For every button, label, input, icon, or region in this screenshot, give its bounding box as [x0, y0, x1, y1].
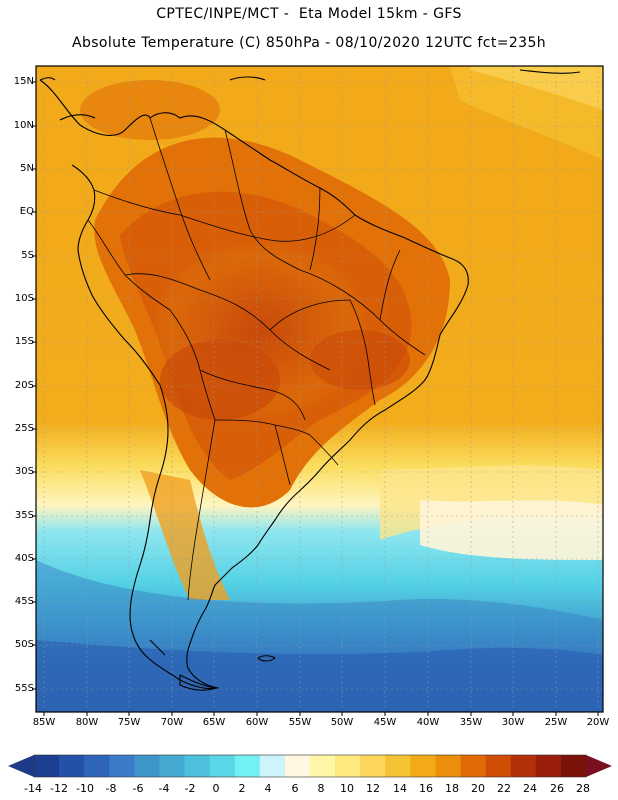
colorbar-cell	[59, 755, 85, 777]
colorbar-cell	[460, 755, 487, 777]
colorbar-cell	[360, 755, 386, 777]
colorbar-cells	[33, 754, 587, 778]
lon-label: 45W	[373, 717, 397, 728]
colorbar-label: 12	[366, 782, 380, 795]
lat-label: 15N	[13, 76, 34, 87]
lat-label: 50S	[14, 639, 34, 650]
country-borders	[87, 117, 426, 601]
colorbar-label: -6	[132, 782, 144, 795]
colorbar-cell	[535, 755, 562, 777]
lat-label: 25S	[14, 423, 34, 434]
colorbar-label: 24	[523, 782, 537, 795]
colorbar-cell	[485, 755, 512, 777]
colorbar-label: 2	[238, 782, 246, 795]
colorbar-label: -8	[105, 782, 117, 795]
lat-label: 40S	[14, 553, 34, 564]
lon-label: 70W	[160, 717, 184, 728]
lon-label: 30W	[501, 717, 525, 728]
colorbar-cell	[84, 755, 110, 777]
colorbar-label: -2	[184, 782, 196, 795]
lon-label: 85W	[32, 717, 56, 728]
colorbar-label: -4	[158, 782, 170, 795]
colorbar-label: 20	[471, 782, 485, 795]
temperature-field	[36, 66, 603, 712]
colorbar-cell	[385, 755, 411, 777]
colorbar	[8, 754, 612, 778]
colorbar-cell	[234, 755, 261, 777]
map-title: CPTEC/INPE/MCT - Eta Model 15km - GFS	[156, 6, 462, 22]
colorbar-cell	[310, 755, 336, 777]
colorbar-label: 6	[291, 782, 299, 795]
lon-label: 55W	[288, 717, 312, 728]
colorbar-label: 18	[445, 782, 459, 795]
lon-label: 65W	[202, 717, 226, 728]
plot-frame	[35, 65, 604, 713]
colorbar-high-arrow	[586, 755, 612, 777]
lat-label: 30S	[14, 466, 34, 477]
lat-label: 10S	[14, 293, 34, 304]
lon-label: 25W	[544, 717, 568, 728]
lon-label: 50W	[330, 717, 354, 728]
colorbar-cell	[435, 755, 462, 777]
lon-label: 75W	[117, 717, 141, 728]
lon-label: 60W	[245, 717, 269, 728]
coastline	[39, 69, 581, 691]
colorbar-cell	[209, 755, 236, 777]
lat-label: 15S	[14, 336, 34, 347]
lat-label: 5S	[21, 250, 34, 261]
lat-label: 35S	[14, 510, 34, 521]
colorbar-label: 22	[497, 782, 511, 795]
lon-label: 35W	[459, 717, 483, 728]
colorbar-cell	[510, 755, 537, 777]
colorbar-label: 14	[393, 782, 407, 795]
lat-label: 20S	[14, 380, 34, 391]
axis-ticks	[32, 81, 599, 716]
colorbar-label: 10	[340, 782, 354, 795]
lat-label: 10N	[13, 120, 34, 131]
lon-label: 40W	[416, 717, 440, 728]
lat-label: EQ	[19, 206, 34, 217]
colorbar-cell	[259, 755, 286, 777]
colorbar-cell	[159, 755, 186, 777]
colorbar-cell	[560, 755, 587, 777]
colorbar-label: 26	[550, 782, 564, 795]
colorbar-cell	[34, 755, 60, 777]
lat-label: 55S	[14, 683, 34, 694]
colorbar-label: -14	[24, 782, 42, 795]
colorbar-cell	[109, 755, 135, 777]
colorbar-cell	[410, 755, 436, 777]
colorbar-label: 8	[317, 782, 325, 795]
colorbar-cell	[184, 755, 211, 777]
lat-label: 45S	[14, 596, 34, 607]
colorbar-label: -12	[50, 782, 68, 795]
lat-label: 5N	[20, 163, 34, 174]
colorbar-cell	[284, 755, 311, 777]
colorbar-cell	[335, 755, 361, 777]
colorbar-label: 4	[264, 782, 272, 795]
colorbar-label: -10	[76, 782, 94, 795]
colorbar-cell	[134, 755, 160, 777]
colorbar-label: 0	[212, 782, 220, 795]
map-subtitle: Absolute Temperature (C) 850hPa - 08/10/…	[71, 35, 547, 51]
colorbar-label: 28	[576, 782, 590, 795]
colorbar-low-arrow	[8, 755, 34, 777]
lon-label: 20W	[586, 717, 610, 728]
colorbar-label: 16	[419, 782, 433, 795]
lon-label: 80W	[75, 717, 99, 728]
